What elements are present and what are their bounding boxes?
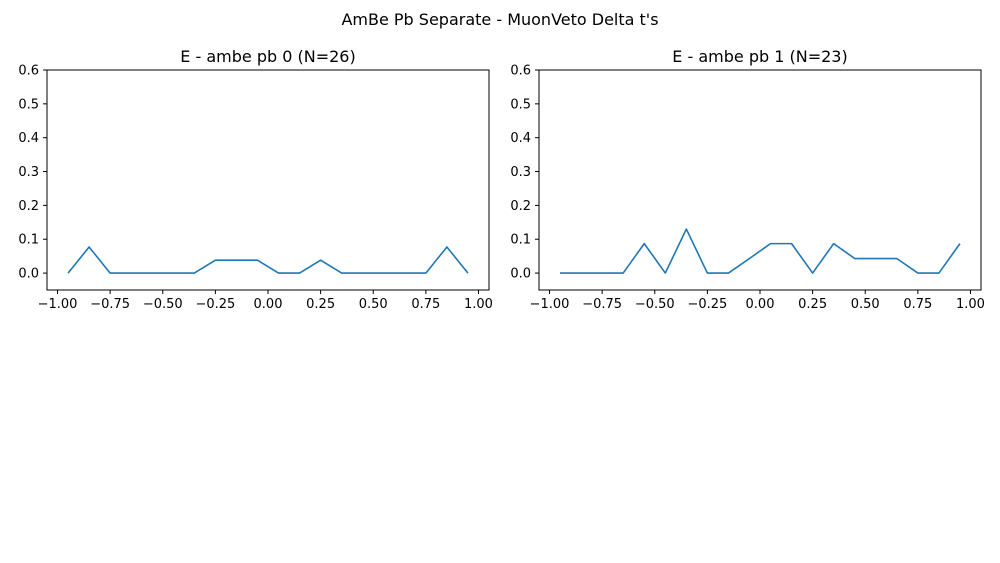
y-tick-label: 0.0: [510, 267, 531, 282]
x-tick-label: −0.50: [143, 297, 183, 312]
x-tick-label: −0.75: [90, 297, 130, 312]
y-tick-label: 0.6: [510, 64, 531, 79]
series-line: [67, 246, 469, 274]
x-tick-label: 0.50: [851, 297, 880, 312]
y-tick-label: 0.5: [18, 97, 39, 112]
y-tick-label: 0.3: [510, 165, 531, 180]
x-tick-label: −0.25: [687, 297, 727, 312]
x-tick-label: −0.50: [635, 297, 675, 312]
x-tick-label: 0.25: [798, 297, 827, 312]
x-tick-label: 0.00: [746, 297, 775, 312]
subplot-title: E - ambe pb 0 (N=26): [180, 47, 355, 66]
y-tick-label: 0.0: [18, 267, 39, 282]
y-tick-label: 0.5: [510, 97, 531, 112]
y-tick-label: 0.2: [18, 199, 39, 214]
y-tick-label: 0.6: [18, 64, 39, 79]
subplot-title: E - ambe pb 1 (N=23): [672, 47, 847, 66]
x-tick-label: −0.25: [195, 297, 235, 312]
series-line: [560, 228, 961, 274]
y-tick-label: 0.4: [18, 131, 39, 146]
figure-suptitle: AmBe Pb Separate - MuonVeto Delta t's: [341, 10, 658, 29]
x-tick-label: 0.00: [254, 297, 283, 312]
x-tick-label: 0.25: [306, 297, 335, 312]
y-tick-label: 0.1: [510, 233, 531, 248]
y-tick-label: 0.2: [510, 199, 531, 214]
x-tick-label: 0.75: [411, 297, 440, 312]
subplot-left: E - ambe pb 0 (N=26) −1.00 −0.75 −0.50 −0.2…: [18, 47, 493, 312]
x-tick-label: 0.50: [359, 297, 388, 312]
x-tick-label: −1.00: [38, 297, 78, 312]
y-tick-label: 0.1: [18, 233, 39, 248]
y-tick-label: 0.3: [18, 165, 39, 180]
y-tick-label: 0.4: [510, 131, 531, 146]
subplot-right: E - ambe pb 1 (N=23) −1.00 −0.75 −0.50 −0.2…: [510, 47, 985, 312]
x-tick-label: −1.00: [530, 297, 570, 312]
x-tick-label: 0.75: [903, 297, 932, 312]
x-tick-label: 1.00: [956, 297, 985, 312]
x-tick-label: 1.00: [464, 297, 493, 312]
x-tick-label: −0.75: [582, 297, 622, 312]
